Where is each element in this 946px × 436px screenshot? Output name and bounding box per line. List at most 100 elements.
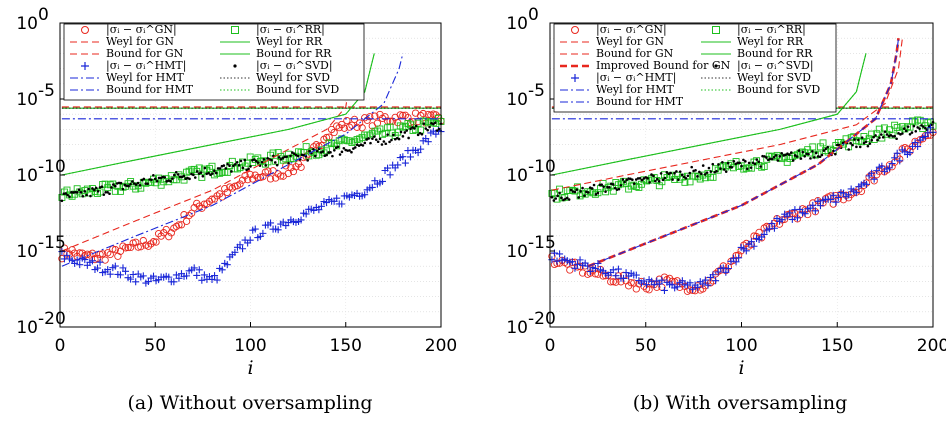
data-point: [199, 171, 203, 175]
data-point: [230, 170, 233, 173]
legend-label: Bound for SVD: [256, 83, 339, 96]
data-point: [650, 173, 653, 176]
data-point: [228, 157, 236, 165]
data-point: [284, 150, 292, 158]
data-point: [607, 278, 615, 286]
data-point: [719, 167, 722, 170]
data-point: [761, 154, 764, 158]
data-point: [348, 149, 351, 152]
data-point: [174, 170, 178, 174]
legend-label: Bound for GN: [596, 47, 674, 60]
legend-label: |σᵢ − σᵢ^RR|: [737, 23, 806, 37]
data-point: [72, 191, 75, 194]
data-point: [373, 135, 376, 138]
series-dot-markers: [60, 121, 443, 203]
data-point: [367, 137, 370, 140]
data-point: [868, 142, 872, 145]
data-point: [126, 243, 135, 252]
data-point: [742, 158, 745, 162]
data-point: [849, 141, 852, 145]
data-point: [600, 183, 604, 186]
data-point: [713, 170, 716, 174]
y-tick-label: 10: [506, 14, 528, 34]
data-point: [329, 151, 332, 154]
data-point: [213, 169, 216, 173]
series-line: [61, 53, 375, 176]
data-point: [208, 195, 216, 203]
data-point: [378, 177, 386, 185]
data-point: [419, 109, 427, 118]
data-point: [399, 153, 407, 161]
legend-marker: [81, 26, 89, 34]
data-point: [340, 136, 348, 144]
y-tick-exponent: -5: [38, 81, 55, 101]
data-point: [414, 119, 422, 127]
data-point: [60, 199, 64, 203]
data-point: [384, 142, 388, 146]
data-point: [232, 164, 235, 168]
data-point: [102, 193, 106, 196]
data-point: [407, 136, 410, 140]
data-point: [297, 216, 305, 224]
data-point: [177, 221, 186, 229]
data-point: [183, 168, 191, 176]
data-point: [382, 140, 386, 143]
data-point: [420, 132, 424, 136]
data-point: [104, 266, 112, 274]
data-point: [399, 130, 403, 134]
data-point: [150, 178, 153, 182]
data-point: [144, 242, 153, 250]
data-point: [195, 170, 199, 173]
data-point: [221, 185, 229, 193]
data-point: [435, 129, 439, 132]
data-point: [236, 180, 244, 188]
data-point: [853, 138, 856, 141]
data-point: [381, 113, 389, 121]
data-point: [247, 167, 250, 171]
data-point: [604, 190, 607, 193]
data-point: [847, 148, 851, 151]
data-point: [264, 167, 272, 175]
data-point: [788, 153, 791, 156]
data-point: [437, 127, 441, 131]
data-point: [293, 152, 296, 156]
data-point: [591, 264, 599, 272]
data-point: [795, 155, 799, 158]
data-point: [321, 150, 325, 153]
data-point: [211, 172, 214, 175]
data-point: [246, 236, 254, 244]
data-point: [883, 130, 887, 133]
data-point: [113, 184, 117, 188]
data-point: [313, 154, 317, 158]
data-point: [358, 124, 366, 132]
data-point: [855, 145, 858, 149]
data-point: [195, 202, 203, 210]
data-point: [152, 173, 155, 177]
legend-label: Improved Bound for GN: [596, 59, 731, 72]
data-point: [91, 187, 94, 190]
data-point: [198, 204, 206, 212]
data-point: [634, 178, 638, 181]
data-point: [405, 129, 409, 132]
data-point: [826, 145, 829, 149]
data-point: [611, 183, 615, 186]
data-point: [699, 280, 707, 288]
data-point: [211, 272, 219, 280]
data-point: [690, 165, 694, 169]
data-point: [677, 178, 680, 182]
data-point: [322, 133, 331, 142]
data-point: [152, 238, 160, 246]
data-point: [396, 111, 404, 119]
data-point: [765, 156, 768, 159]
data-point: [350, 115, 359, 124]
data-point: [368, 129, 376, 137]
data-point: [140, 178, 144, 182]
data-point: [625, 178, 628, 182]
data-point: [734, 162, 738, 166]
data-point: [271, 174, 280, 182]
data-point: [368, 183, 376, 191]
data-point: [116, 271, 124, 279]
y-tick-exponent: -20: [38, 309, 66, 329]
legend-label: Weyl for GN: [596, 35, 664, 48]
